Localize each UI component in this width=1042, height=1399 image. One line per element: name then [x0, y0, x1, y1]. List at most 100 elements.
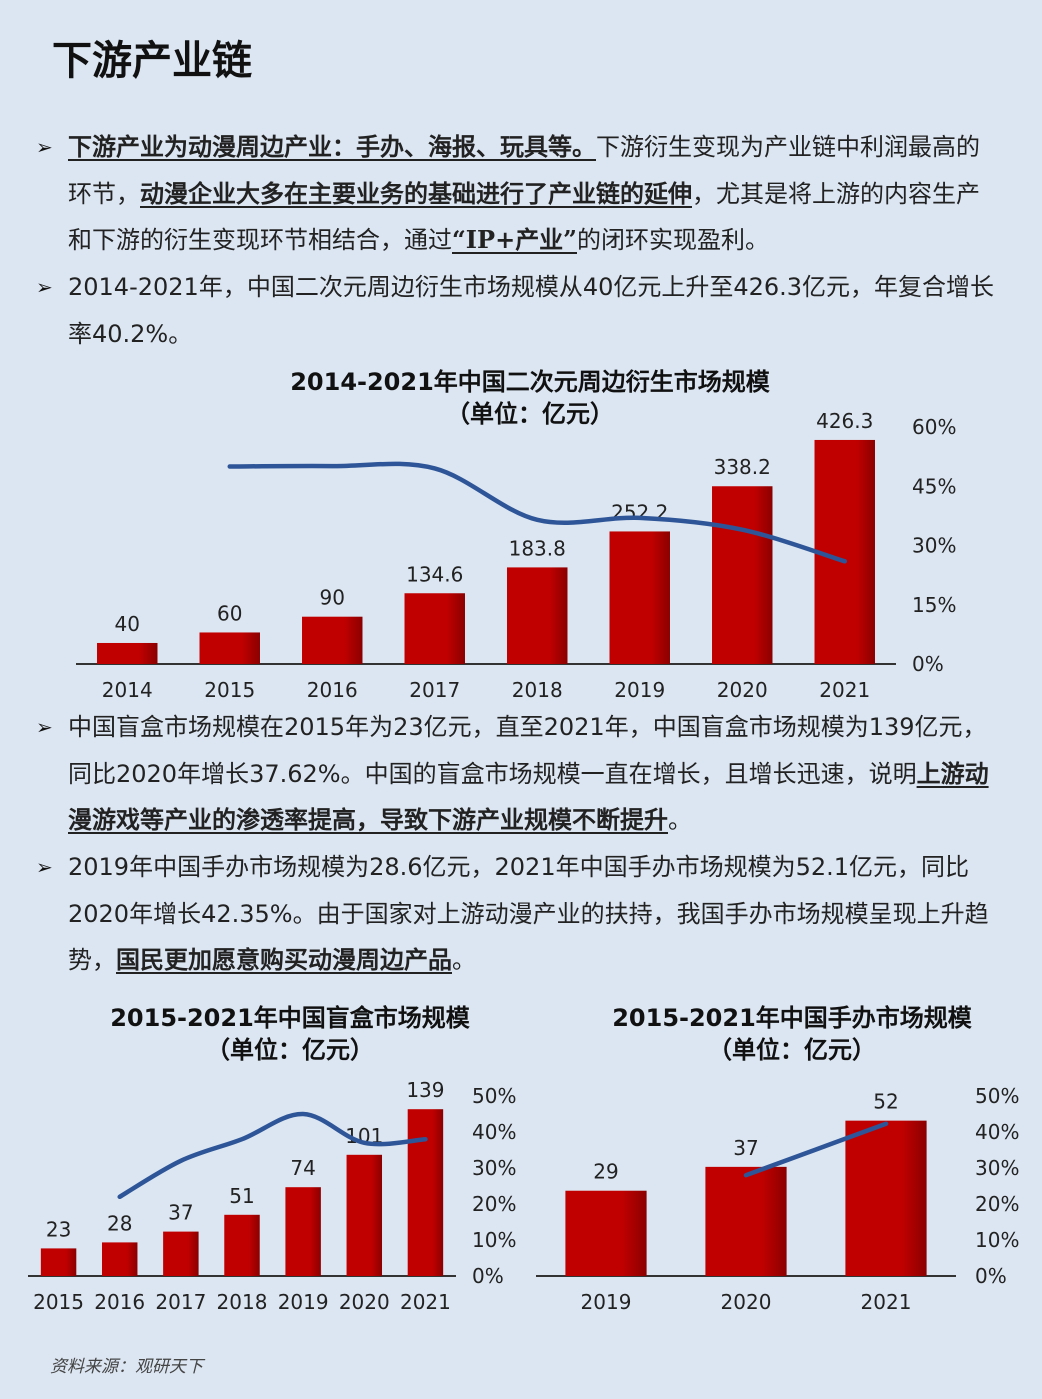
- chart-3-title: 2015-2021年中国手办市场规模: [612, 1004, 972, 1032]
- bar-2014: [97, 642, 158, 664]
- data-label-2019: 29: [593, 1160, 618, 1184]
- data-label-2021: 426.3: [816, 409, 873, 433]
- page-title: 下游产业链: [52, 37, 252, 84]
- chart-2-subtitle: （单位：亿元）: [206, 1036, 374, 1064]
- x-tick-2018: 2018: [512, 678, 563, 702]
- growth-rate-line: [117, 1111, 428, 1200]
- data-label-2021: 52: [873, 1090, 898, 1114]
- x-tick-2018: 2018: [217, 1290, 268, 1314]
- bullet-4-emphasis-1: 国民更加愿意购买动漫周边产品: [116, 945, 452, 974]
- chart-3: 29 2019 37 2020 52 2021 0% 10% 20% 30% 40% 50%: [536, 1084, 1019, 1314]
- x-tick-2017: 2017: [409, 678, 460, 702]
- growth-rate-line: [227, 461, 847, 564]
- bar-2019: [565, 1190, 647, 1276]
- bullet-1: ➢ 下游产业为动漫周边产业：手办、海报、玩具等。下游衍生变现为产业链中利润最高的…: [36, 124, 996, 264]
- chart-2-title-block: 2015-2021年中国盲盒市场规模 （单位：亿元）: [60, 1002, 520, 1066]
- bullet-arrow-icon: ➢: [36, 275, 53, 299]
- x-tick-2015: 2015: [204, 678, 255, 702]
- bar-2020: [712, 486, 773, 664]
- source-note: 资料来源：观研天下: [50, 1357, 203, 1377]
- bar-2021: [845, 1120, 927, 1276]
- bar-2015: [40, 1248, 77, 1276]
- bar-2016: [302, 616, 363, 664]
- bar-2016: [101, 1242, 138, 1276]
- bullet-1-text-3: 的闭环实现盈利。: [577, 226, 769, 254]
- x-tick-2015: 2015: [33, 1290, 84, 1314]
- y2-tick-50%: 50%: [975, 1084, 1019, 1108]
- data-label-2016: 28: [107, 1211, 132, 1235]
- bar-2018: [507, 567, 568, 664]
- chart-3-subtitle: （单位：亿元）: [708, 1036, 876, 1064]
- bullet-1-text: 下游产业为动漫周边产业：手办、海报、玩具等。下游衍生变现为产业链中利润最高的环节…: [36, 124, 996, 264]
- x-tick-2016: 2016: [94, 1290, 145, 1314]
- y2-tick-30%: 30%: [472, 1156, 516, 1180]
- data-label-2018: 51: [229, 1184, 254, 1208]
- x-tick-2021: 2021: [819, 678, 870, 702]
- bullet-arrow-icon: ➢: [36, 855, 53, 879]
- data-label-2015: 60: [217, 601, 242, 625]
- y2-tick-40%: 40%: [975, 1120, 1019, 1144]
- bullet-1-text-2: ，尤其是将上游的内容生产和下游的衍生变现环节相结合，通过: [68, 179, 980, 255]
- y2-tick-0%: 0%: [912, 652, 944, 676]
- y2-tick-0%: 0%: [472, 1264, 504, 1288]
- x-tick-2020: 2020: [721, 1290, 772, 1314]
- bullet-1-emphasis-1: 下游产业为动漫周边产业：手办、海报、玩具等。: [68, 132, 596, 161]
- x-tick-2020: 2020: [717, 678, 768, 702]
- data-label-2020: 37: [733, 1136, 758, 1160]
- bar-2017: [404, 593, 465, 664]
- chart-2: 2320152820163720175120187420191012020139…: [28, 1078, 516, 1314]
- data-label-2015: 23: [46, 1217, 71, 1241]
- growth-rate-line: [743, 1121, 889, 1178]
- bullet-4-text-2: 。: [452, 946, 476, 974]
- x-tick-2019: 2019: [614, 678, 665, 702]
- bar-2019: [285, 1187, 321, 1276]
- bullet-2: ➢ 2014-2021年，中国二次元周边衍生市场规模从40亿元上升至426.3亿…: [36, 264, 996, 357]
- data-label-2016: 90: [320, 586, 345, 610]
- y2-tick-30%: 30%: [975, 1156, 1019, 1180]
- data-label-2021: 139: [406, 1078, 444, 1102]
- bullet-1-text-1: 下游衍生变现为产业链中利润最高的环节，: [68, 133, 980, 208]
- bullet-3-text: 中国盲盒市场规模在2015年为23亿元，直至2021年，中国盲盒市场规模为139…: [36, 704, 996, 844]
- chart-1-subtitle: （单位：亿元）: [446, 400, 614, 428]
- y2-tick-60%: 60%: [912, 415, 956, 439]
- bar-2021: [814, 439, 875, 664]
- y2-tick-40%: 40%: [472, 1120, 516, 1144]
- y2-tick-50%: 50%: [472, 1084, 516, 1108]
- x-tick-2021: 2021: [861, 1290, 912, 1314]
- bullet-3-text-1: 中国盲盒市场规模在2015年为23亿元，直至2021年，中国盲盒市场规模为139…: [68, 713, 987, 788]
- x-tick-2020: 2020: [339, 1290, 390, 1314]
- bar-2018: [224, 1214, 260, 1276]
- y2-tick-30%: 30%: [912, 534, 956, 558]
- chart-3-title-block: 2015-2021年中国手办市场规模 （单位：亿元）: [562, 1002, 1022, 1066]
- chart-1: 402014602015902016134.62017183.82018252.…: [76, 409, 956, 702]
- x-tick-2016: 2016: [307, 678, 358, 702]
- data-label-2018: 183.8: [509, 536, 566, 560]
- bullet-3-emphasis-1: 上游动漫游戏等产业的渗透率提高，导致下游产业规模不断提升: [68, 758, 989, 835]
- data-label-2017: 134.6: [406, 562, 463, 586]
- bar-2019: [609, 531, 670, 664]
- y2-tick-10%: 10%: [975, 1228, 1019, 1252]
- bullet-3: ➢ 中国盲盒市场规模在2015年为23亿元，直至2021年，中国盲盒市场规模为1…: [36, 704, 996, 844]
- y2-tick-20%: 20%: [472, 1192, 516, 1216]
- bullet-4-text: 2019年中国手办市场规模为28.6亿元，2021年中国手办市场规模为52.1亿…: [36, 844, 996, 984]
- bar-2017: [163, 1231, 199, 1276]
- x-tick-2019: 2019: [581, 1290, 632, 1314]
- x-tick-2021: 2021: [400, 1290, 451, 1314]
- bullet-arrow-icon: ➢: [36, 135, 53, 159]
- y2-tick-10%: 10%: [472, 1228, 516, 1252]
- chart-1-title-block: 2014-2021年中国二次元周边衍生市场规模 （单位：亿元）: [160, 366, 900, 430]
- data-label-2019: 74: [290, 1156, 315, 1180]
- bullet-arrow-icon: ➢: [36, 715, 53, 739]
- x-tick-2019: 2019: [278, 1290, 329, 1314]
- data-label-2020: 338.2: [714, 455, 771, 479]
- bar-2020: [705, 1166, 787, 1276]
- bullet-1-emphasis-2: 动漫企业大多在主要业务的基础进行了产业链的延伸: [140, 178, 692, 208]
- chart-1-title: 2014-2021年中国二次元周边衍生市场规模: [290, 368, 770, 396]
- chart-2-title: 2015-2021年中国盲盒市场规模: [110, 1004, 470, 1032]
- x-tick-2017: 2017: [155, 1290, 206, 1314]
- bullet-3-text-2: 。: [668, 806, 692, 834]
- y2-tick-45%: 45%: [912, 474, 956, 498]
- bullet-2-text: 2014-2021年，中国二次元周边衍生市场规模从40亿元上升至426.3亿元，…: [68, 273, 995, 348]
- data-label-2014: 40: [115, 612, 140, 636]
- data-label-2017: 37: [168, 1201, 193, 1225]
